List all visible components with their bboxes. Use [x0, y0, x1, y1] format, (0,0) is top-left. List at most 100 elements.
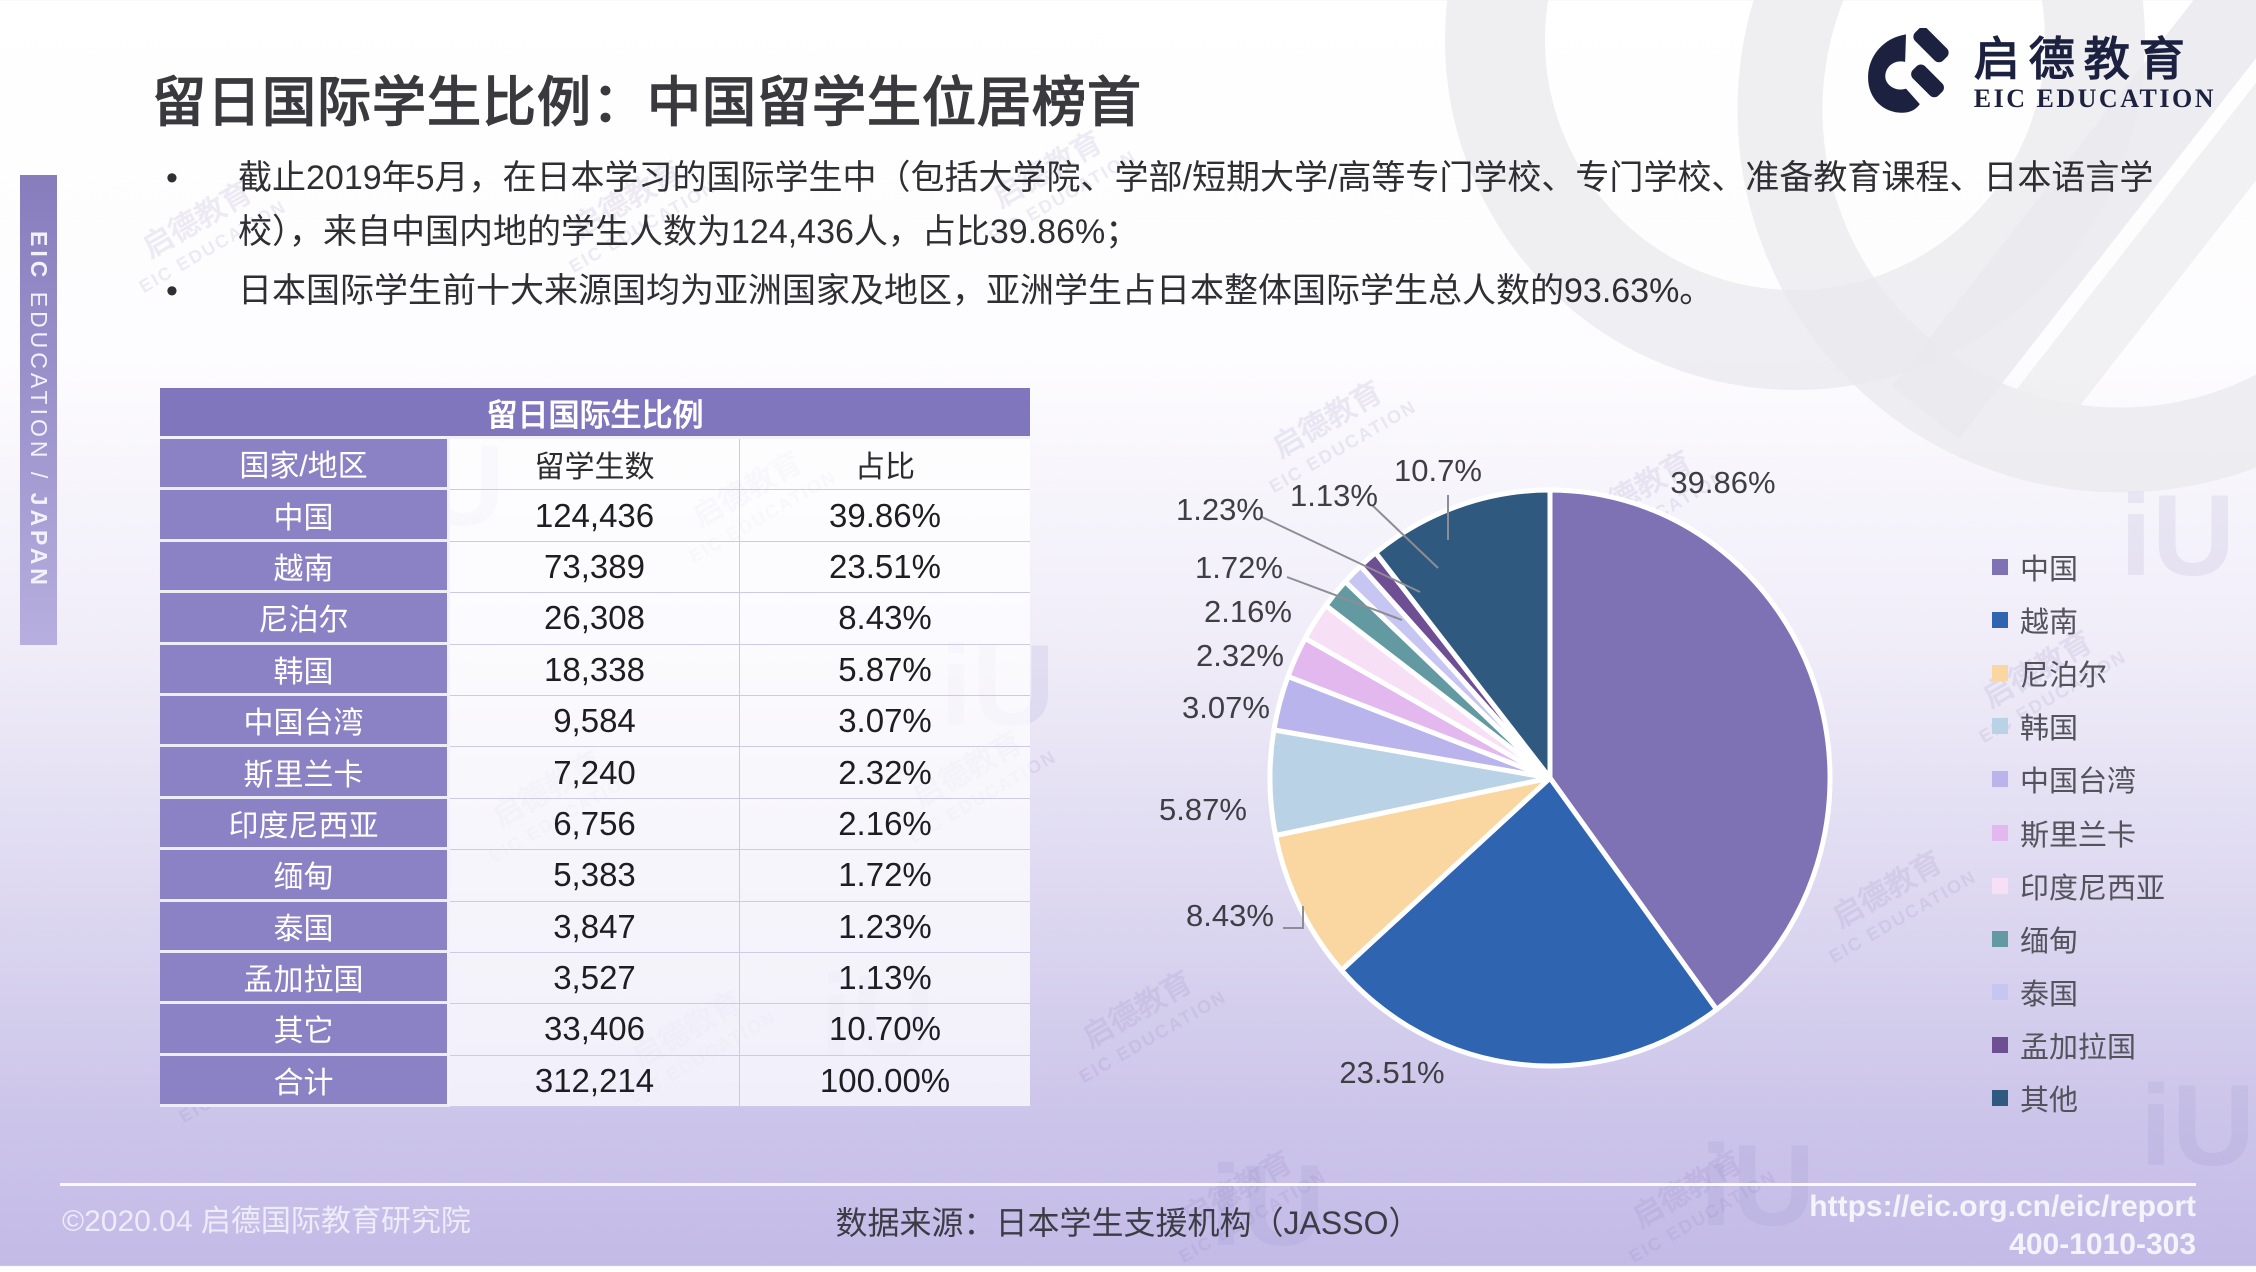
legend-swatch-icon	[1992, 1037, 2008, 1054]
table-row-country: 尼泊尔	[160, 593, 450, 645]
chart-legend: 中国越南尼泊尔韩国中国台湾斯里兰卡印度尼西亚缅甸泰国孟加拉国其他	[1992, 540, 2165, 1125]
legend-label: 越南	[2020, 606, 2079, 639]
legend-swatch-icon	[1992, 824, 2008, 841]
brand-logo: 启德教育 EIC EDUCATION	[1856, 28, 2216, 120]
legend-swatch-icon	[1992, 984, 2008, 1001]
legend-swatch-icon	[1992, 1090, 2008, 1107]
brand-logo-text: 启德教育 EIC EDUCATION	[1974, 34, 2216, 115]
table-row-students: 7,240	[450, 747, 740, 799]
table-row-share: 23.51%	[740, 541, 1030, 594]
legend-item-缅甸: 缅甸	[1992, 912, 2165, 965]
pie-slice-尼泊尔	[1273, 775, 1553, 973]
table-row-share: 100.00%	[740, 1055, 1030, 1108]
pie-value-label-印度尼西亚: 2.16%	[1204, 594, 1292, 629]
table-row-country: 越南	[160, 541, 450, 594]
table-row-country: 斯里兰卡	[160, 747, 450, 799]
table-row-share: 2.16%	[740, 798, 1030, 851]
pie-slice-其他	[1373, 487, 1553, 781]
legend-label: 中国	[2020, 553, 2079, 586]
legend-label: 中国台湾	[2020, 766, 2137, 799]
legend-label: 印度尼西亚	[2020, 872, 2166, 905]
legend-item-其他: 其他	[1992, 1072, 2165, 1125]
legend-label: 韩国	[2020, 713, 2079, 746]
table-row-share: 8.43%	[740, 593, 1030, 645]
table-row-country: 中国	[160, 490, 450, 542]
table-title: 留日国际生比例	[160, 388, 1030, 439]
legend-item-尼泊尔: 尼泊尔	[1992, 646, 2165, 699]
table-header-students: 留学生数	[450, 439, 740, 491]
pie-leader-line	[1261, 516, 1421, 593]
table-row-share: 10.70%	[740, 1004, 1030, 1056]
pie-slice-越南	[1339, 775, 1720, 1069]
table-header-share: 占比	[740, 439, 1030, 491]
legend-label: 斯里兰卡	[2020, 819, 2137, 852]
data-table: 留日国际生比例 国家/地区 留学生数 占比 中国 124,436 39.86% 越南 7…	[160, 388, 1030, 1108]
table-row-students: 33,406	[450, 1004, 740, 1056]
pie-value-label-其他: 10.7%	[1394, 453, 1482, 488]
legend-swatch-icon	[1992, 558, 2008, 575]
table-row-students: 124,436	[450, 490, 740, 542]
legend-swatch-icon	[1992, 718, 2008, 735]
pie-value-label-尼泊尔: 8.43%	[1186, 898, 1274, 933]
legend-label: 泰国	[2020, 979, 2079, 1012]
sidebar-tab-japan: EIC EDUCATION / JAPAN	[20, 175, 57, 645]
pie-value-label-孟加拉国: 1.13%	[1290, 478, 1378, 513]
legend-item-泰国: 泰国	[1992, 966, 2165, 1019]
table-row-students: 3,847	[450, 901, 740, 953]
legend-item-印度尼西亚: 印度尼西亚	[1992, 859, 2165, 912]
table-row-country: 缅甸	[160, 850, 450, 902]
legend-swatch-icon	[1992, 877, 2008, 894]
legend-swatch-icon	[1992, 930, 2008, 947]
legend-item-韩国: 韩国	[1992, 700, 2165, 753]
legend-label: 尼泊尔	[2020, 659, 2108, 692]
footer-phone: 400-1010-303	[2009, 1227, 2196, 1261]
pie-chart	[1261, 487, 1833, 1069]
table-row-students: 18,338	[450, 644, 740, 696]
legend-swatch-icon	[1992, 771, 2008, 788]
sidebar-vertical-label: EIC EDUCATION / JAPAN	[26, 231, 52, 589]
table-row-country: 孟加拉国	[160, 952, 450, 1005]
footer-data-source: 数据来源：日本学生支援机构（JASSO）	[835, 1205, 1421, 1241]
legend-item-越南: 越南	[1992, 593, 2165, 646]
eic-logo-icon	[1867, 28, 1949, 113]
table-row-share: 1.23%	[740, 901, 1030, 953]
pie-value-label-韩国: 5.87%	[1159, 792, 1247, 827]
pie-value-label-中国: 39.86%	[1670, 465, 1776, 500]
pie-value-label-缅甸: 1.72%	[1195, 550, 1283, 585]
table-row-country: 泰国	[160, 901, 450, 953]
table-body: 国家/地区 留学生数 占比 中国 124,436 39.86% 越南 73,389 23.…	[160, 439, 1030, 1108]
legend-label: 缅甸	[2020, 925, 2079, 958]
page-title: 留日国际学生比例：中国留学生位居榜首	[152, 73, 1142, 133]
pie-value-label-泰国: 1.23%	[1176, 492, 1264, 527]
legend-item-中国: 中国	[1992, 540, 2165, 593]
table-row-country: 合计	[160, 1055, 450, 1108]
legend-item-斯里兰卡: 斯里兰卡	[1992, 806, 2165, 859]
table-row-students: 312,214	[450, 1055, 740, 1108]
table-header-country: 国家/地区	[160, 439, 450, 491]
bullet-list: 截止2019年5月，在日本学习的国际学生中（包括大学院、学部/短期大学/高等专门…	[160, 152, 2160, 325]
table-row-country: 印度尼西亚	[160, 798, 450, 851]
footer-contact: https://eic.org.cn/eic/report 400-1010-3…	[1809, 1188, 2196, 1263]
footer-divider	[60, 1183, 2196, 1186]
table-row-country: 韩国	[160, 644, 450, 696]
table-row-students: 73,389	[450, 541, 740, 594]
bullet-item-1: 截止2019年5月，在日本学习的国际学生中（包括大学院、学部/短期大学/高等专门…	[160, 152, 2160, 259]
table-row-share: 5.87%	[740, 644, 1030, 696]
footer-copyright: ©2020.04 启德国际教育研究院	[62, 1205, 471, 1238]
pie-leader-line	[1286, 576, 1403, 621]
table-row-students: 6,756	[450, 798, 740, 851]
legend-item-孟加拉国: 孟加拉国	[1992, 1019, 2165, 1072]
brand-name-en: EIC EDUCATION	[1973, 84, 2216, 114]
pie-value-label-斯里兰卡: 2.32%	[1196, 638, 1284, 673]
bullet-item-2: 日本国际学生前十大来源国均为亚洲国家及地区，亚洲学生占日本整体国际学生总人数的9…	[160, 265, 2160, 319]
legend-swatch-icon	[1992, 611, 2008, 628]
table-row-share: 1.72%	[740, 850, 1030, 902]
pie-value-label-越南: 23.51%	[1339, 1055, 1445, 1090]
table-row-share: 39.86%	[740, 490, 1030, 542]
legend-item-中国台湾: 中国台湾	[1992, 753, 2165, 806]
pie-leader-line	[1371, 504, 1439, 569]
legend-swatch-icon	[1992, 664, 2008, 681]
table-row-students: 9,584	[450, 695, 740, 748]
legend-label: 其他	[2020, 1085, 2079, 1118]
